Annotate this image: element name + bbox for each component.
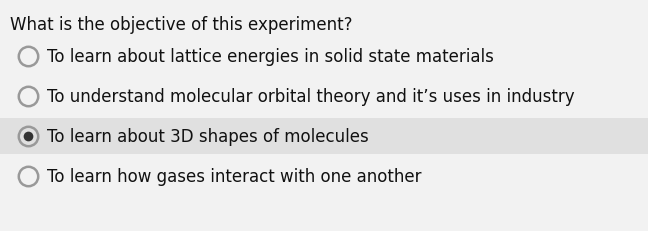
Text: What is the objective of this experiment?: What is the objective of this experiment… <box>10 16 353 34</box>
Bar <box>0 119 648 154</box>
Text: To learn about 3D shapes of molecules: To learn about 3D shapes of molecules <box>47 128 369 145</box>
Text: To understand molecular orbital theory and it’s uses in industry: To understand molecular orbital theory a… <box>47 88 575 106</box>
Text: To learn how gases interact with one another: To learn how gases interact with one ano… <box>47 167 421 185</box>
Text: To learn about lattice energies in solid state materials: To learn about lattice energies in solid… <box>47 48 494 66</box>
